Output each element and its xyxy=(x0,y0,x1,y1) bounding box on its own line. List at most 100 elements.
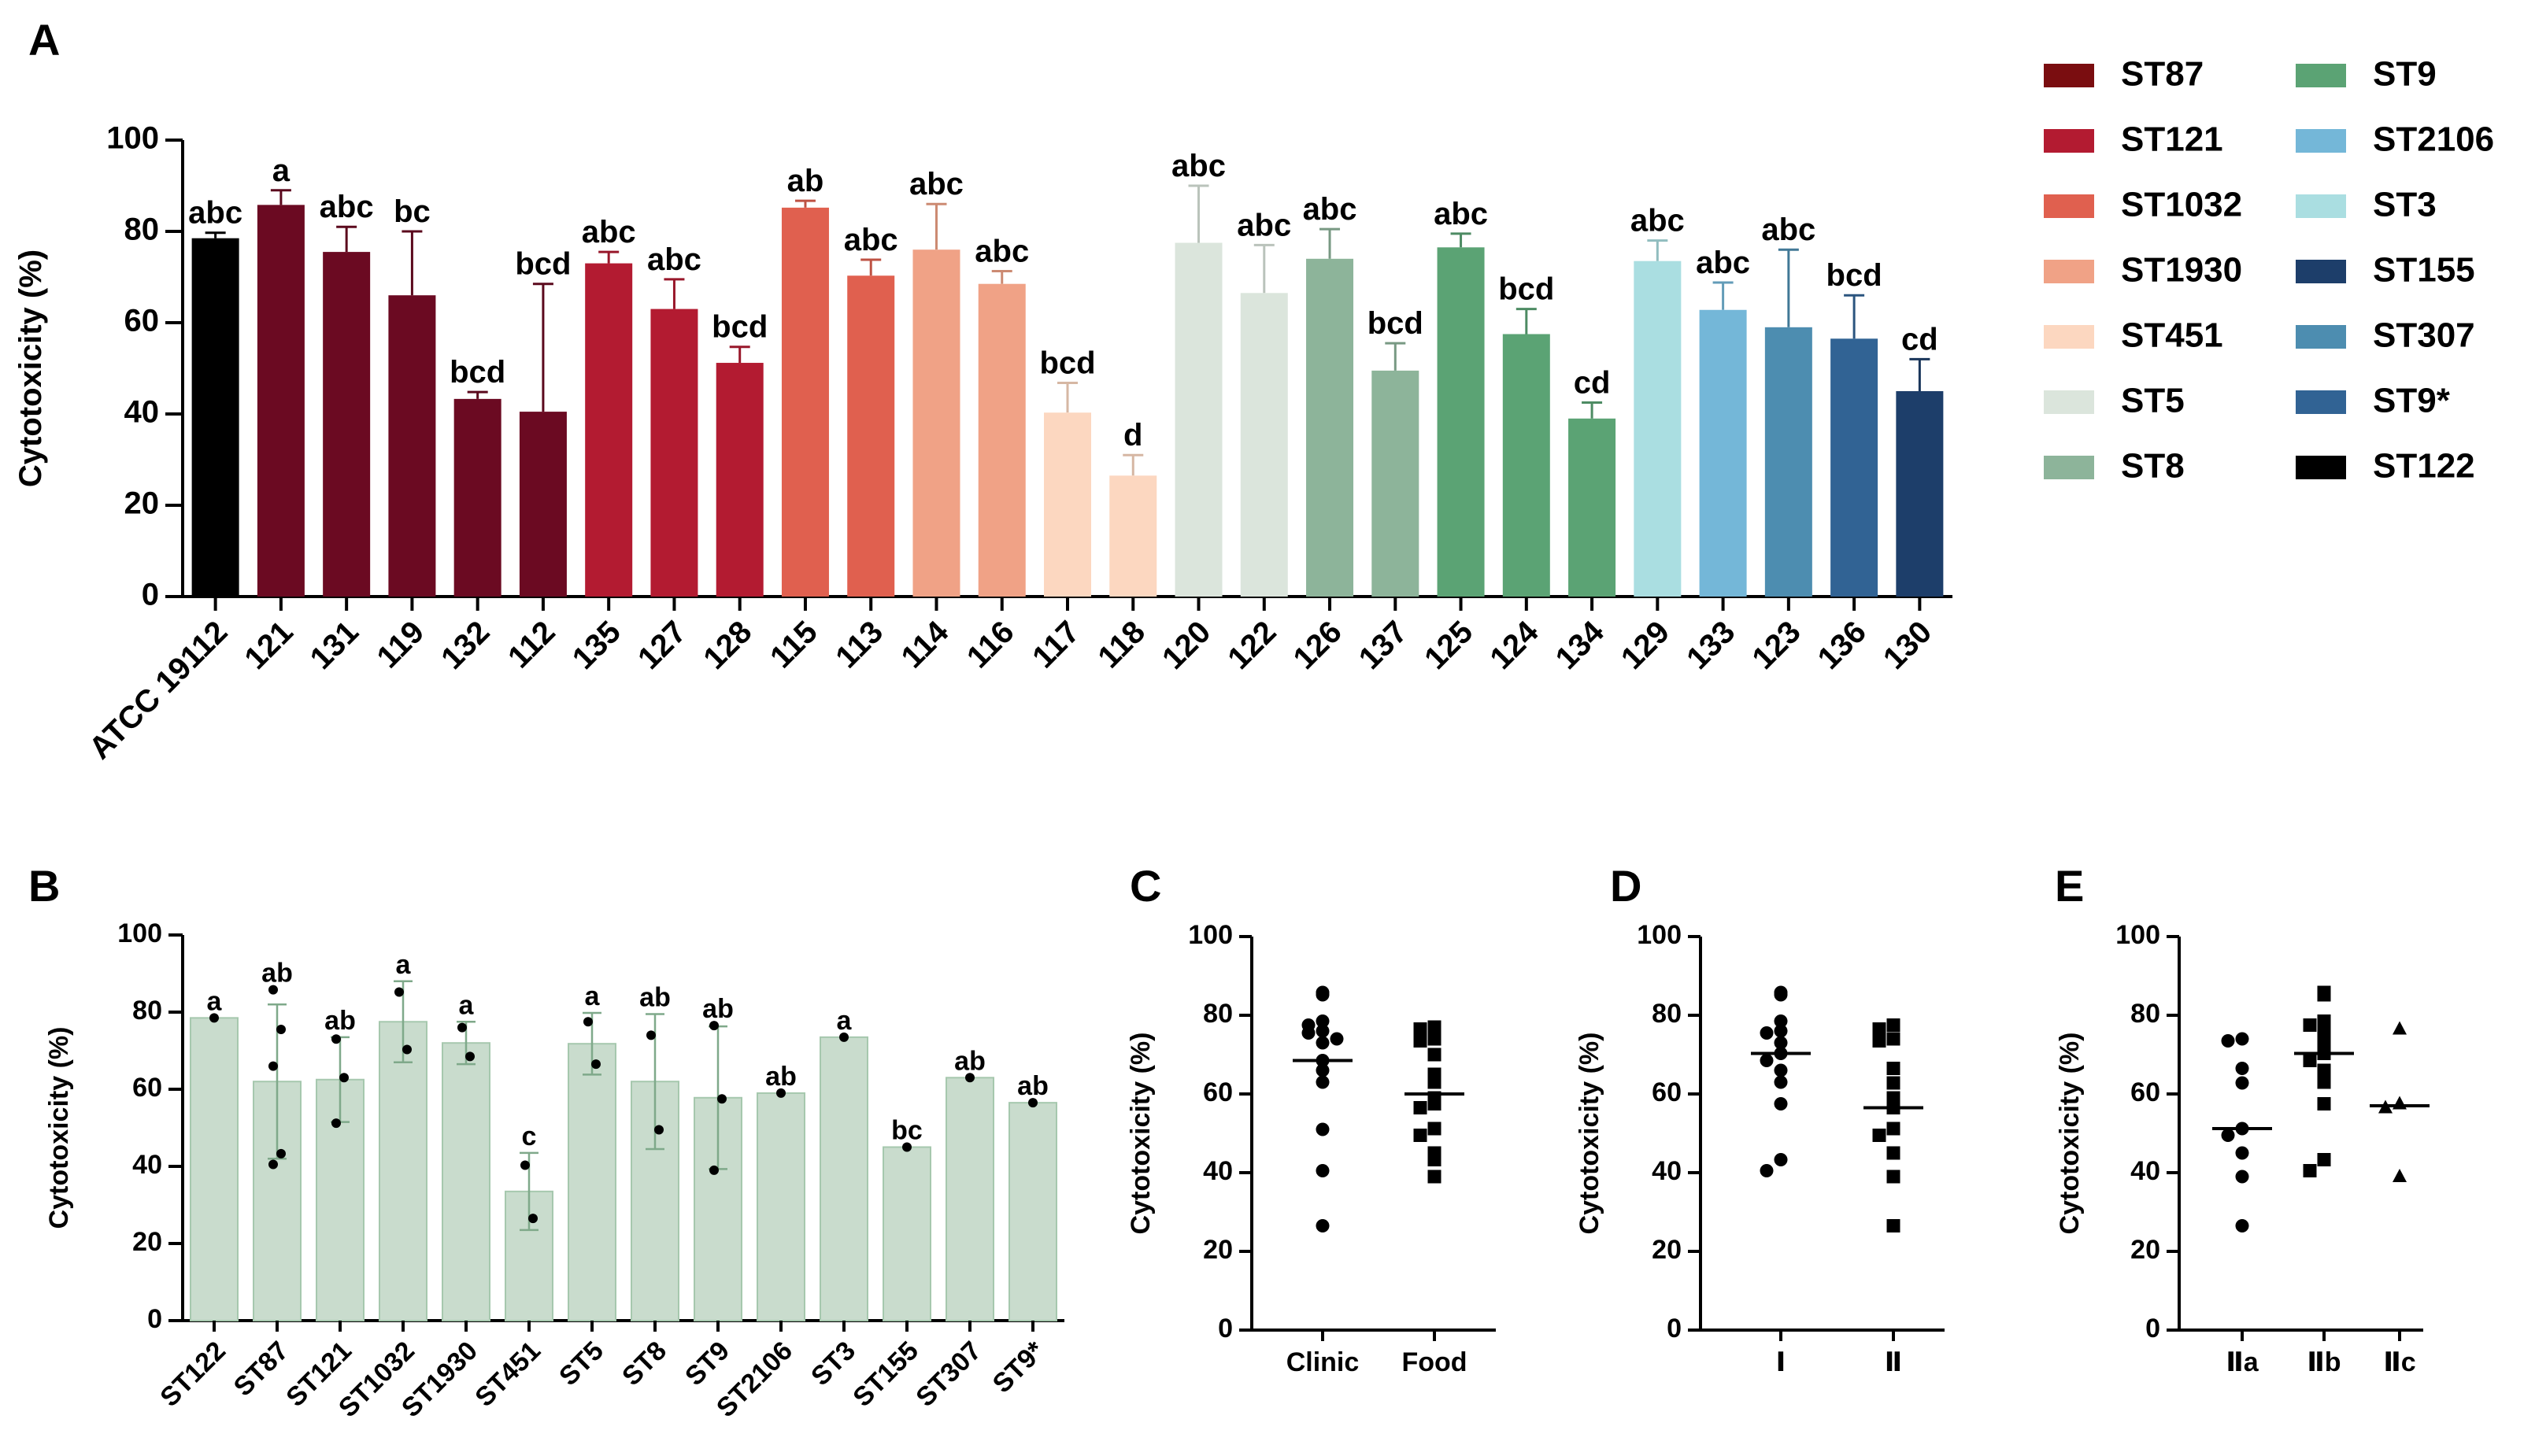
significance-label: abc xyxy=(188,196,242,231)
data-point xyxy=(1774,1063,1788,1077)
panel-letter-b: B xyxy=(28,861,60,911)
y-axis-title: Cytotoxicity (%) xyxy=(44,1027,74,1229)
y-tick-label: 40 xyxy=(2130,1156,2160,1186)
data-point xyxy=(1316,1122,1330,1136)
data-point xyxy=(2235,1146,2249,1160)
data-point xyxy=(1316,1024,1330,1038)
bar xyxy=(1896,391,1944,597)
legend-swatch xyxy=(2296,325,2346,349)
data-point xyxy=(2393,1021,2407,1035)
data-point xyxy=(339,1073,349,1083)
significance-label: bcd xyxy=(1826,258,1882,293)
significance-label: bcd xyxy=(1039,346,1095,381)
data-point xyxy=(1427,1020,1441,1034)
y-tick-label: 100 xyxy=(1188,920,1233,950)
legend-label: ST1930 xyxy=(2121,251,2242,290)
data-point xyxy=(1886,1122,1900,1136)
significance-label: ab xyxy=(261,959,293,989)
data-point xyxy=(2303,1018,2317,1032)
x-tick-label: Clinic xyxy=(1286,1347,1360,1377)
significance-label: ab xyxy=(1017,1071,1049,1101)
data-point xyxy=(268,1061,278,1071)
legend-label: ST87 xyxy=(2121,55,2204,94)
legend-swatch xyxy=(2296,390,2346,414)
y-tick-label: 40 xyxy=(1652,1156,1682,1186)
bar xyxy=(757,1092,805,1322)
significance-label: ab xyxy=(324,1006,356,1036)
x-tick-label: Ⅱa xyxy=(2226,1347,2259,1377)
bar xyxy=(883,1146,931,1321)
data-point xyxy=(1872,1034,1886,1048)
significance-label: bc xyxy=(891,1116,923,1146)
significance-label: abc xyxy=(582,215,636,249)
data-point xyxy=(646,1030,656,1040)
data-point xyxy=(394,987,404,997)
y-tick-label: 20 xyxy=(132,1227,162,1257)
significance-label: abc xyxy=(1237,208,1291,242)
y-axis-title: Cytotoxicity (%) xyxy=(13,249,48,487)
data-point xyxy=(1774,1075,1788,1089)
legend-swatch xyxy=(2044,260,2094,283)
bar xyxy=(191,238,239,597)
data-point xyxy=(1413,1034,1427,1048)
significance-label: abc xyxy=(1303,192,1357,227)
data-point xyxy=(331,1118,341,1129)
y-tick-label: 20 xyxy=(1203,1235,1233,1265)
data-point xyxy=(583,1017,593,1027)
legend-label: ST307 xyxy=(2373,316,2475,355)
y-tick-label: 60 xyxy=(2130,1077,2160,1107)
significance-label: bc xyxy=(394,194,431,229)
bar xyxy=(716,363,764,597)
legend-swatch xyxy=(2044,129,2094,153)
significance-label: bcd xyxy=(450,355,505,390)
bar xyxy=(1764,327,1812,597)
significance-label: ab xyxy=(765,1062,797,1092)
data-point xyxy=(2317,988,2331,1002)
data-point xyxy=(268,1159,278,1170)
data-point xyxy=(2235,1219,2249,1232)
data-point xyxy=(1316,1036,1330,1050)
data-point xyxy=(2221,1129,2235,1142)
panel-a-legend: ST87 ST121 ST1032 ST1930 ST451 ST5 ST8 ST9 ST210… xyxy=(2044,55,2494,486)
data-point xyxy=(276,1148,286,1159)
bar xyxy=(190,1017,239,1321)
data-point xyxy=(2393,1169,2407,1182)
y-tick-label: 0 xyxy=(142,578,159,612)
significance-label: ab xyxy=(787,164,824,198)
y-tick-label: 40 xyxy=(124,395,160,430)
significance-label: a xyxy=(272,153,291,188)
y-tick-label: 100 xyxy=(106,121,159,156)
y-tick-label: 80 xyxy=(1203,999,1233,1029)
data-point xyxy=(2235,1032,2249,1046)
bar xyxy=(1830,338,1878,597)
data-point xyxy=(1886,1076,1900,1090)
x-tick-label: Ⅱ xyxy=(1885,1347,1902,1377)
data-point xyxy=(1427,1097,1441,1110)
significance-label: a xyxy=(396,950,412,980)
y-tick-label: 60 xyxy=(1652,1077,1682,1107)
data-point xyxy=(331,1034,341,1044)
y-tick-label: 80 xyxy=(132,996,162,1025)
y-tick-label: 60 xyxy=(1203,1077,1233,1107)
data-point xyxy=(2235,1076,2249,1090)
significance-label: a xyxy=(585,981,601,1011)
legend-label: ST451 xyxy=(2121,316,2223,355)
legend-swatch xyxy=(2044,64,2094,87)
data-point xyxy=(1886,1062,1900,1075)
data-point xyxy=(1427,1122,1441,1136)
y-axis-title: Cytotoxicity (%) xyxy=(1126,1033,1156,1235)
legend-swatch xyxy=(2044,325,2094,349)
data-point xyxy=(1774,1024,1788,1038)
y-tick-label: 100 xyxy=(1637,920,1682,950)
data-point xyxy=(1413,1101,1427,1114)
data-point xyxy=(1301,1026,1316,1040)
y-tick-label: 60 xyxy=(124,304,160,338)
panel-letter-c: C xyxy=(1130,861,1161,911)
significance-label: cd xyxy=(1901,322,1938,357)
bar xyxy=(1371,370,1419,597)
bar xyxy=(978,283,1026,597)
significance-label: ab xyxy=(954,1046,986,1076)
data-point xyxy=(1427,1048,1441,1062)
data-point xyxy=(1330,1032,1344,1046)
x-tick-label: Ⅱc xyxy=(2383,1347,2415,1377)
